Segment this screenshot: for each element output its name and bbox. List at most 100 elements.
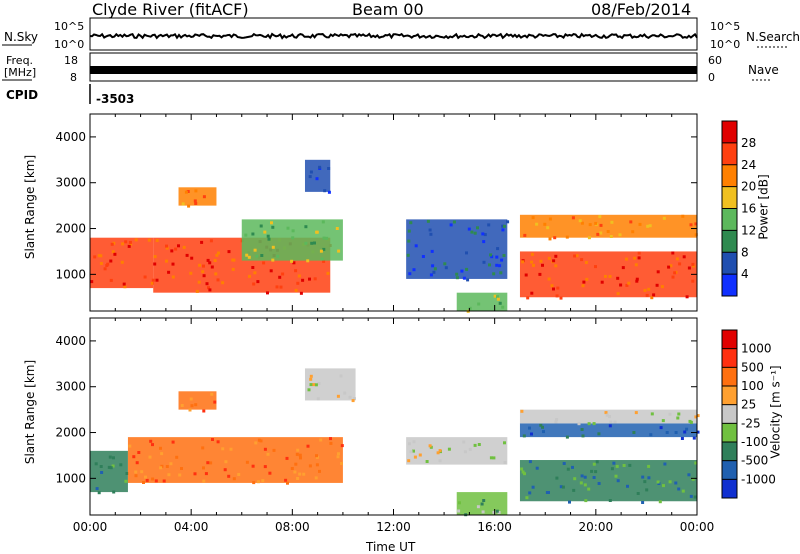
power-speckle xyxy=(444,266,448,270)
power-speckle xyxy=(467,227,471,231)
nsky-panel-frame xyxy=(89,17,698,51)
power-speckle xyxy=(637,251,641,255)
power-speckle xyxy=(552,259,556,263)
velocity-speckle xyxy=(352,397,356,401)
nsearch-tick-bottom: 10^0 xyxy=(710,38,741,51)
velocity-speckle xyxy=(111,464,115,468)
velocity-speckle xyxy=(632,431,636,434)
power-speckle xyxy=(627,281,631,285)
velocity-speckle xyxy=(175,455,179,459)
velocity-speckle xyxy=(473,443,477,447)
velocity-speckle xyxy=(167,473,171,477)
velocity-speckle xyxy=(329,441,333,445)
velocity-speckle xyxy=(232,477,236,481)
power-speckle xyxy=(276,254,280,258)
velocity-speckle xyxy=(659,426,663,430)
power-speckle xyxy=(598,215,602,219)
power-speckle xyxy=(337,249,341,253)
velocity-speckle xyxy=(665,431,669,434)
velocity-speckle xyxy=(583,475,587,479)
power-speckle xyxy=(616,292,620,296)
velocity-speckle xyxy=(571,465,574,469)
velocity-region-1 xyxy=(127,437,343,483)
power-speckle xyxy=(271,245,275,249)
power-speckle xyxy=(678,262,682,266)
power-speckle xyxy=(495,263,499,267)
power-speckle xyxy=(319,249,323,253)
power-speckle xyxy=(263,230,267,234)
power-speckle xyxy=(165,244,168,248)
velocity-speckle xyxy=(210,392,214,396)
power-speckle xyxy=(530,291,534,295)
velocity-speckle xyxy=(462,440,466,444)
power-speckle xyxy=(526,296,530,300)
velocity-speckle xyxy=(554,420,558,424)
power-speckle xyxy=(326,271,330,275)
freq-trace xyxy=(90,66,697,74)
power-ytick-label: 1000 xyxy=(55,267,86,281)
power-speckle xyxy=(267,237,271,241)
power-speckle xyxy=(581,284,585,288)
velocity-speckle xyxy=(522,434,526,438)
power-speckle xyxy=(495,255,499,259)
power-speckle xyxy=(155,278,159,282)
velocity-colorbar-label: -25 xyxy=(741,416,761,430)
velocity-speckle xyxy=(568,500,571,504)
velocity-speckle xyxy=(119,463,123,467)
velocity-speckle xyxy=(545,491,549,494)
velocity-speckle xyxy=(224,460,228,464)
velocity-speckle xyxy=(151,477,155,481)
power-speckle xyxy=(582,280,586,284)
velocity-speckle xyxy=(298,453,302,457)
velocity-speckle xyxy=(676,416,680,420)
power-speckle xyxy=(407,229,411,233)
velocity-speckle xyxy=(482,499,486,502)
freq-unit-label: [MHz] xyxy=(4,66,37,79)
power-ytick-label: 2000 xyxy=(55,222,86,236)
velocity-speckle xyxy=(694,461,698,465)
power-speckle xyxy=(322,236,326,240)
power-speckle xyxy=(669,264,673,268)
velocity-speckle xyxy=(162,479,166,483)
velocity-speckle xyxy=(299,456,302,460)
velocity-speckle xyxy=(531,485,535,489)
power-speckle xyxy=(215,253,219,257)
velocity-speckle xyxy=(309,383,313,387)
velocity-speckle xyxy=(592,476,596,479)
velocity-speckle xyxy=(468,447,472,451)
velocity-speckle xyxy=(614,474,618,478)
velocity-colorbar-swatch xyxy=(722,423,737,442)
power-speckle xyxy=(470,230,474,234)
nsky-label: N.Sky xyxy=(4,30,39,44)
power-speckle xyxy=(279,285,283,289)
power-speckle xyxy=(547,277,551,281)
power-speckle xyxy=(194,189,198,193)
velocity-region-4 xyxy=(406,437,508,465)
velocity-speckle xyxy=(681,489,685,493)
velocity-speckle xyxy=(340,444,344,448)
velocity-speckle xyxy=(124,479,128,483)
power-speckle xyxy=(269,269,273,273)
power-speckle xyxy=(489,253,493,257)
velocity-speckle xyxy=(229,447,233,451)
power-speckle xyxy=(647,287,651,291)
velocity-speckle xyxy=(608,499,612,502)
power-speckle xyxy=(99,262,103,265)
velocity-speckle xyxy=(409,450,413,454)
velocity-speckle xyxy=(503,461,507,464)
x-tick-label: 12:00 xyxy=(376,520,411,534)
velocity-speckle xyxy=(245,460,249,464)
power-speckle xyxy=(323,189,327,193)
power-speckle xyxy=(584,261,588,264)
power-speckle xyxy=(596,232,600,236)
velocity-speckle xyxy=(284,478,288,482)
power-speckle xyxy=(691,279,695,283)
power-speckle xyxy=(294,288,298,292)
power-speckle xyxy=(181,202,185,206)
power-speckle xyxy=(322,259,326,263)
cpid-label: CPID xyxy=(6,88,39,102)
power-speckle xyxy=(297,274,301,278)
freq-tick-top: 18 xyxy=(64,54,78,67)
velocity-speckle xyxy=(592,422,596,426)
power-speckle xyxy=(408,272,412,276)
